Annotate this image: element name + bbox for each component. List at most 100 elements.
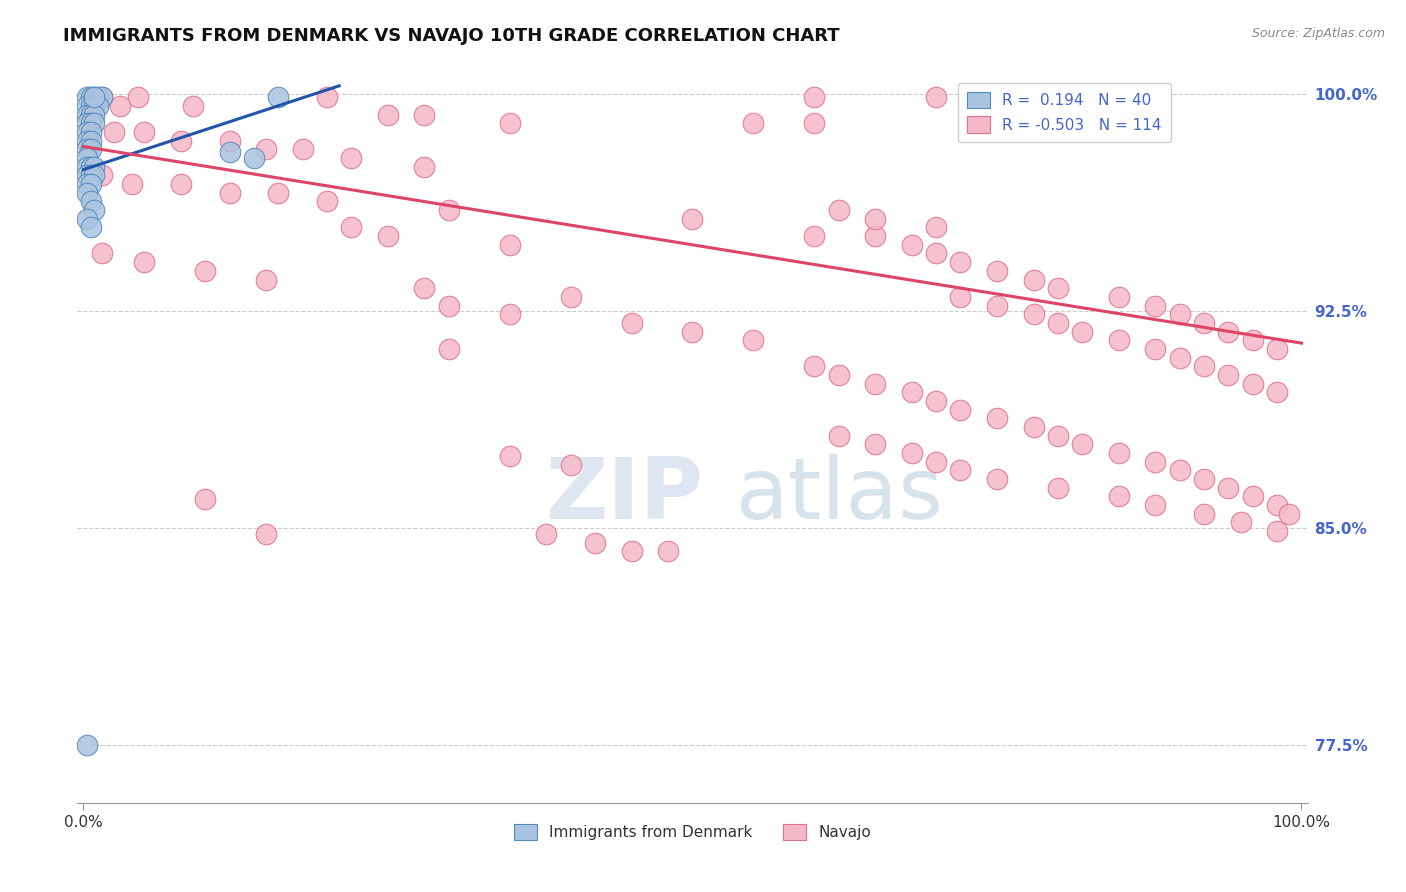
Point <box>76 99 98 113</box>
Point <box>925 220 948 235</box>
Point <box>413 160 436 174</box>
Point <box>80 143 103 157</box>
Point <box>803 229 825 244</box>
Point <box>1022 272 1045 286</box>
Point <box>863 376 886 391</box>
Point <box>1168 351 1191 365</box>
Point <box>76 151 98 165</box>
Point <box>76 186 98 200</box>
Point <box>560 458 582 472</box>
Point <box>863 437 886 451</box>
Point <box>267 186 290 200</box>
Point <box>803 116 825 130</box>
Point <box>83 108 105 122</box>
Point <box>949 463 972 477</box>
Point <box>80 116 103 130</box>
Point <box>1218 481 1240 495</box>
Point <box>1168 463 1191 477</box>
Point <box>1265 498 1288 512</box>
Point <box>1218 368 1240 382</box>
Point <box>1241 333 1264 347</box>
Point <box>1071 325 1094 339</box>
Text: ZIP: ZIP <box>546 454 703 537</box>
Point <box>218 145 240 160</box>
Point <box>1108 489 1130 503</box>
Point <box>1046 90 1069 104</box>
Point <box>194 264 217 278</box>
Point <box>83 116 105 130</box>
Point <box>134 125 156 139</box>
Point <box>925 90 948 104</box>
Point <box>1241 489 1264 503</box>
Point <box>863 229 886 244</box>
Point <box>657 544 679 558</box>
Point <box>340 151 363 165</box>
Point <box>340 220 363 235</box>
Point <box>1218 325 1240 339</box>
Point <box>1046 481 1069 495</box>
Point <box>437 342 460 356</box>
Point <box>83 203 105 218</box>
Point <box>377 229 399 244</box>
Point <box>949 255 972 269</box>
Point <box>986 472 1008 486</box>
Point <box>925 246 948 260</box>
Point <box>76 90 98 104</box>
Point <box>121 177 143 191</box>
Point <box>90 169 112 183</box>
Point <box>1046 428 1069 442</box>
Point <box>267 90 290 104</box>
Point <box>76 143 98 157</box>
Point <box>1229 516 1251 530</box>
Point <box>682 211 704 226</box>
Point <box>1144 299 1167 313</box>
Point <box>76 116 98 130</box>
Point <box>80 177 103 191</box>
Point <box>682 325 704 339</box>
Point <box>949 290 972 304</box>
Point <box>949 402 972 417</box>
Point <box>1144 498 1167 512</box>
Point <box>1144 455 1167 469</box>
Point <box>76 134 98 148</box>
Point <box>803 359 825 374</box>
Point <box>1022 420 1045 434</box>
Point <box>583 535 606 549</box>
Point <box>218 134 240 148</box>
Point <box>499 449 522 463</box>
Point <box>80 194 103 209</box>
Text: atlas: atlas <box>735 454 943 537</box>
Point <box>80 160 103 174</box>
Point <box>1108 290 1130 304</box>
Point <box>218 186 240 200</box>
Point <box>83 90 105 104</box>
Point <box>1265 385 1288 400</box>
Point <box>1168 307 1191 321</box>
Point <box>1192 507 1215 521</box>
Point <box>827 368 849 382</box>
Point <box>620 316 643 330</box>
Point <box>254 143 277 157</box>
Point <box>316 90 339 104</box>
Point <box>499 307 522 321</box>
Text: IMMIGRANTS FROM DENMARK VS NAVAJO 10TH GRADE CORRELATION CHART: IMMIGRANTS FROM DENMARK VS NAVAJO 10TH G… <box>63 27 839 45</box>
Point <box>536 527 558 541</box>
Point <box>827 428 849 442</box>
Point <box>742 333 765 347</box>
Point <box>986 264 1008 278</box>
Point <box>83 99 105 113</box>
Point <box>254 527 277 541</box>
Point <box>83 169 105 183</box>
Point <box>620 544 643 558</box>
Point <box>76 738 98 752</box>
Point <box>134 255 156 269</box>
Point <box>87 90 110 104</box>
Point <box>80 125 103 139</box>
Point <box>1046 316 1069 330</box>
Point <box>925 393 948 408</box>
Legend: Immigrants from Denmark, Navajo: Immigrants from Denmark, Navajo <box>508 817 877 847</box>
Point <box>170 134 193 148</box>
Point <box>80 169 103 183</box>
Point <box>181 99 204 113</box>
Point <box>1265 342 1288 356</box>
